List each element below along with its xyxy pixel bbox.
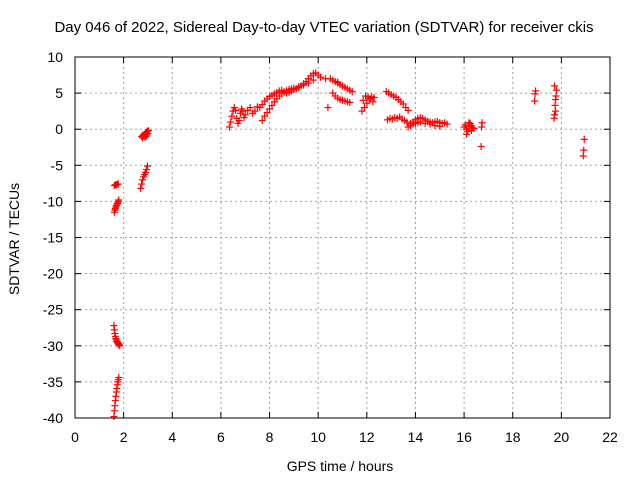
data-point — [531, 97, 539, 105]
data-point — [116, 342, 124, 350]
data-point — [115, 374, 123, 382]
x-tick-label: 14 — [408, 429, 424, 445]
y-tick-label: -10 — [43, 193, 63, 209]
data-point — [399, 100, 407, 108]
data-point — [461, 121, 469, 129]
grid-lines — [75, 57, 610, 418]
data-point — [235, 117, 243, 125]
data-point — [552, 107, 560, 115]
data-point — [370, 93, 378, 101]
x-tick-label: 4 — [168, 429, 176, 445]
data-point — [115, 196, 123, 204]
data-points — [110, 69, 588, 421]
data-point — [241, 111, 249, 119]
data-point — [369, 98, 377, 106]
data-point — [421, 119, 429, 127]
data-point — [225, 123, 233, 131]
data-point — [403, 118, 411, 126]
data-point — [477, 143, 485, 151]
data-point — [431, 122, 439, 130]
y-tick-label: 5 — [55, 85, 63, 101]
data-point — [580, 146, 588, 154]
data-point — [426, 120, 434, 128]
x-tick-label: 10 — [310, 429, 326, 445]
data-point — [358, 107, 366, 115]
data-point — [138, 180, 146, 188]
data-point — [348, 88, 356, 96]
x-tick-label: 16 — [456, 429, 472, 445]
data-point — [232, 106, 239, 114]
data-point — [142, 166, 150, 174]
data-point — [404, 106, 412, 114]
x-tick-label: 8 — [266, 429, 274, 445]
data-point — [339, 96, 346, 104]
data-point — [251, 107, 259, 115]
x-axis-label: GPS time / hours — [287, 458, 394, 474]
data-point — [143, 131, 151, 139]
data-point — [137, 184, 145, 192]
data-point — [478, 119, 486, 127]
y-tick-label: -30 — [43, 338, 63, 354]
x-tick-label: 20 — [554, 429, 570, 445]
data-point — [304, 79, 312, 87]
data-point — [436, 122, 444, 130]
data-point — [261, 112, 269, 120]
data-point — [532, 87, 540, 95]
data-point — [324, 104, 332, 112]
data-point — [258, 101, 266, 109]
y-axis-label: SDTVAR / TECUs — [6, 183, 22, 295]
x-tick-label: 22 — [602, 429, 618, 445]
y-tick-label: -5 — [51, 157, 64, 173]
data-point — [553, 86, 560, 94]
data-point — [321, 75, 329, 83]
data-point — [263, 109, 271, 117]
data-point — [239, 107, 247, 115]
data-point — [360, 104, 368, 112]
plot-frame — [74, 56, 611, 419]
y-tick-label: -20 — [43, 266, 63, 282]
axis-ticks: 0 2 4 6 8 10 12 14 16 18 20 22 -40 -35 -30 -25 -20 -15 -10… — [43, 49, 618, 445]
data-point — [290, 84, 298, 92]
data-point — [551, 82, 559, 90]
y-tick-label: 10 — [47, 49, 63, 65]
data-point — [258, 117, 266, 125]
x-tick-label: 0 — [71, 429, 79, 445]
data-point — [363, 99, 371, 107]
x-tick-label: 12 — [359, 429, 375, 445]
x-tick-label: 6 — [217, 429, 225, 445]
data-point — [143, 162, 151, 170]
data-point — [295, 83, 303, 91]
data-point — [309, 76, 317, 84]
data-point — [268, 101, 276, 109]
data-point — [228, 112, 236, 120]
data-point — [443, 120, 451, 128]
data-point — [416, 118, 424, 126]
data-point — [463, 130, 471, 138]
y-tick-label: -15 — [43, 230, 63, 246]
data-point — [551, 111, 559, 119]
data-point — [300, 81, 308, 89]
data-point — [317, 73, 325, 81]
y-tick-label: -40 — [43, 410, 63, 426]
y-tick-label: 0 — [55, 121, 63, 137]
data-point — [467, 122, 475, 130]
data-point — [334, 78, 342, 86]
x-tick-label: 18 — [505, 429, 521, 445]
data-point — [144, 130, 152, 138]
data-point — [359, 96, 367, 104]
data-point — [227, 118, 235, 126]
x-tick-label: 2 — [120, 429, 128, 445]
data-point — [246, 104, 254, 112]
data-point — [266, 105, 274, 113]
y-tick-label: -35 — [43, 374, 63, 390]
data-point — [580, 135, 588, 143]
data-point — [346, 98, 354, 106]
y-tick-label: -25 — [43, 302, 63, 318]
chart-title: Day 046 of 2022, Sidereal Day-to-day VTE… — [54, 19, 593, 36]
data-point — [114, 180, 122, 188]
